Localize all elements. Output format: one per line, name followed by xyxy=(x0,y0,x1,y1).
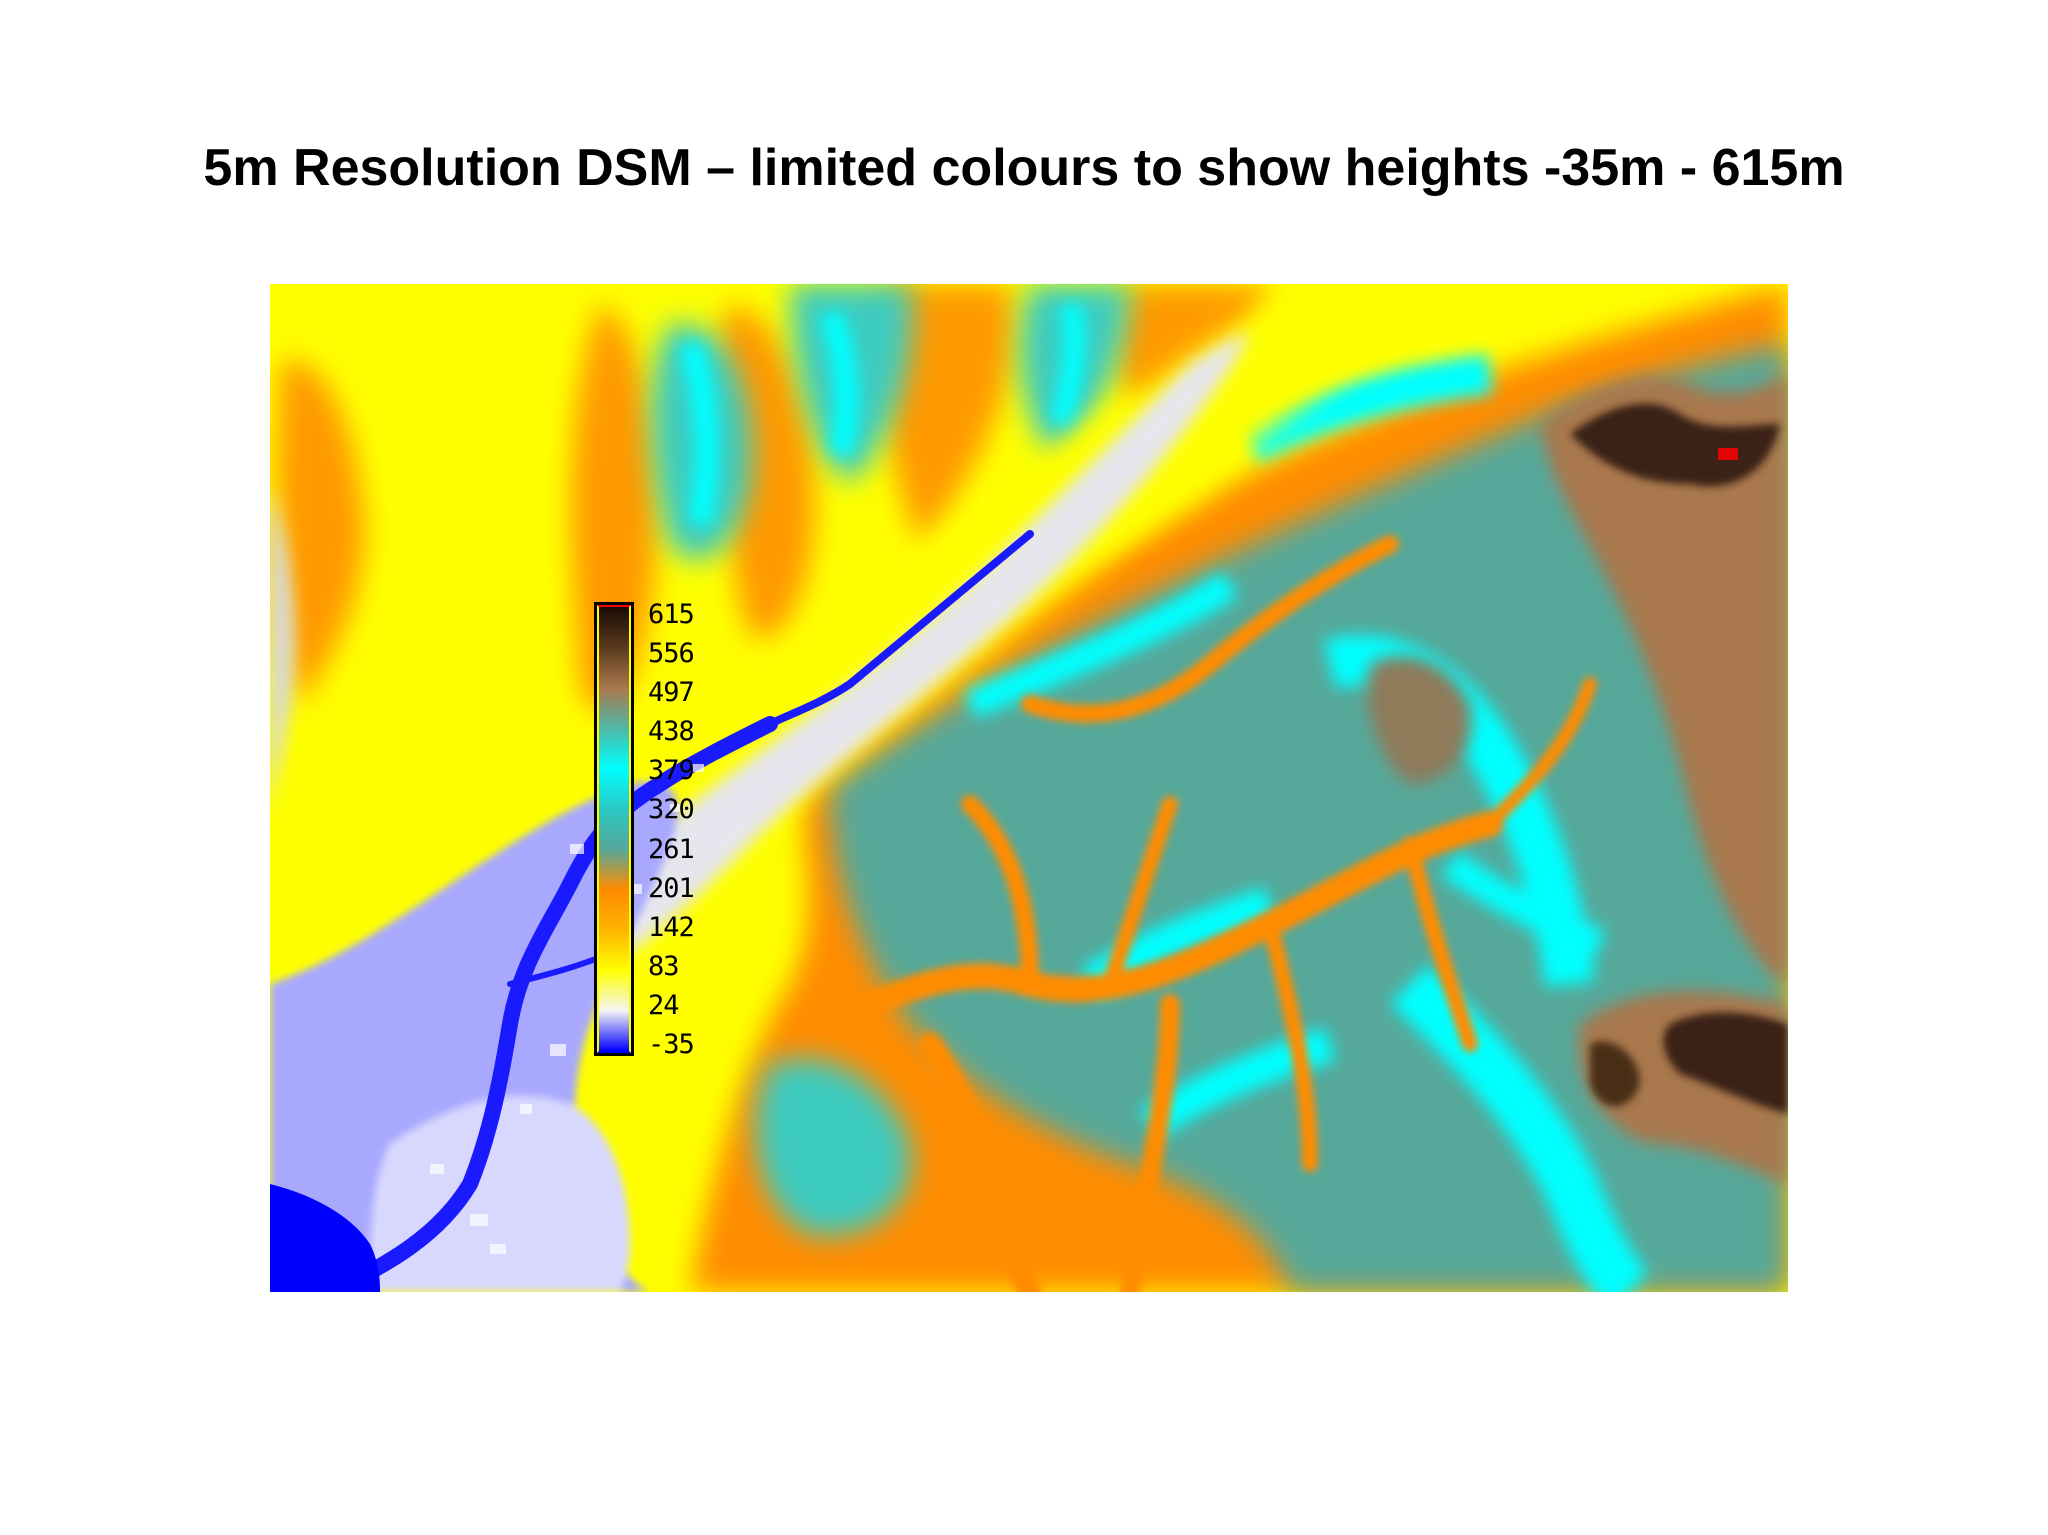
cyan-band-2 xyxy=(1241,354,1493,462)
estuary-mouth xyxy=(270,1184,380,1292)
legend-label-6: 261 xyxy=(648,833,695,865)
valley-east-fork xyxy=(1483,677,1597,831)
legend-label-11: -35 xyxy=(648,1029,695,1060)
grey-flats xyxy=(527,334,1250,984)
orange-north-ridge-4 xyxy=(1115,284,1270,408)
cyan-band-9 xyxy=(678,340,719,526)
dsm-map: 615 556 497 438 379 320 261 201 142 83 24 -35 xyxy=(270,284,1788,1292)
lowland-pale xyxy=(370,1096,630,1292)
valley-south-2 xyxy=(1120,994,1180,1292)
brown-ne-massif xyxy=(1540,374,1788,984)
teal-east-main xyxy=(830,344,1788,1292)
river-main xyxy=(322,716,778,1292)
legend-label-5: 320 xyxy=(648,794,695,826)
valley-main xyxy=(817,811,1503,1037)
legend-label-9: 83 xyxy=(648,950,680,982)
cyan-band-8 xyxy=(1441,851,1606,958)
brown-central-ridge xyxy=(1367,656,1472,784)
legend-label-4: 379 xyxy=(648,755,695,787)
orange-nw-ridge xyxy=(276,360,365,704)
slide-title: 5m Resolution DSM – limited colours to s… xyxy=(203,139,1845,197)
summit-marker xyxy=(1718,448,1738,460)
cyan-band-6 xyxy=(1140,1027,1336,1139)
legend-label-0: 615 xyxy=(648,599,695,630)
orange-north-ridge-3 xyxy=(881,284,1014,544)
cyan-band-4 xyxy=(1390,964,1650,1292)
dsm-elevation-raster xyxy=(270,284,1788,1292)
tidal-lowlands xyxy=(270,781,678,1292)
valley-branch-3 xyxy=(1262,916,1318,1172)
orange-valleys xyxy=(817,535,1597,1292)
legend-label-7: 201 xyxy=(648,872,695,904)
dark-peak-s xyxy=(1590,1041,1640,1107)
dark-peak-se xyxy=(1663,1012,1788,1114)
dark-brown-peaks xyxy=(1570,403,1788,1114)
teal-southwest xyxy=(755,1058,912,1236)
orange-north-ridge-1 xyxy=(571,304,658,713)
cyan-band-1 xyxy=(964,571,1239,718)
valley-branch-4 xyxy=(1402,836,1478,1052)
legend-label-10: 24 xyxy=(648,989,680,1021)
valley-branch-1 xyxy=(961,795,1039,993)
legend-ramp-fill xyxy=(597,605,631,1053)
dark-peak-ne xyxy=(1570,403,1780,487)
legend-label-8: 142 xyxy=(648,911,695,943)
elevation-legend: 615 556 497 438 379 320 261 201 142 83 24 -35 xyxy=(592,600,712,1060)
valley-north-east xyxy=(1021,535,1399,723)
grey-west-strip xyxy=(270,484,294,824)
valley-branch-2 xyxy=(1102,796,1178,992)
valley-south-1 xyxy=(918,1032,1042,1292)
river-upper xyxy=(766,530,1034,728)
estuary-flats xyxy=(270,334,1250,984)
legend-label-3: 438 xyxy=(648,716,695,748)
legend-label-1: 556 xyxy=(648,638,695,670)
cyan-band-10 xyxy=(818,309,859,457)
cyan-band-11 xyxy=(1049,301,1086,428)
legend-color-ramp xyxy=(594,602,634,1056)
legend-label-2: 497 xyxy=(648,677,695,709)
